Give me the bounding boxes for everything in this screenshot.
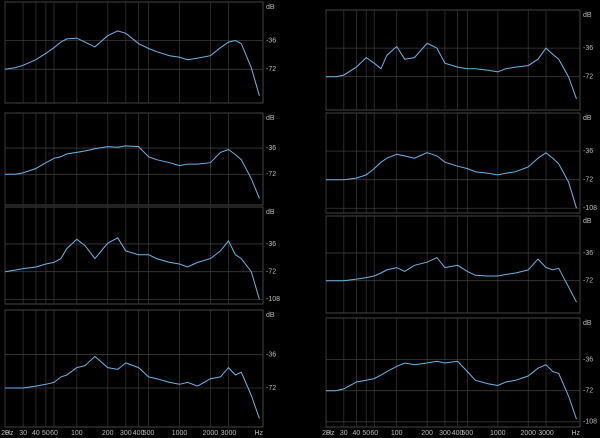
x-axis-label: Hz [254,430,263,437]
y-tick-label: -36 [266,145,276,152]
y-tick-label: -36 [266,37,276,44]
x-tick-label: 500 [143,430,155,437]
plot-frame [325,112,581,214]
x-tick-label: 60 [50,430,58,437]
x-axis-label: Hz [326,430,335,437]
y-tick-label: -108 [583,419,597,426]
spectrum-line [5,355,260,419]
y-tick-label: -36 [583,356,593,363]
x-tick-label: 1000 [490,430,506,437]
spectrum-line [326,360,577,420]
x-tick-label: 20 [1,430,9,437]
spectrum-line [4,30,260,96]
x-tick-label: 300 [439,430,451,437]
x-tick-label: 100 [71,430,83,437]
x-tick-label: 50 [362,430,370,437]
y-tick-label: -72 [266,66,276,73]
y-tick-label: -36 [266,351,276,358]
plot-frame [4,206,264,305]
x-tick-label: 3000 [538,430,554,437]
y-tick-label: -72 [583,278,593,285]
x-axis-label: Hz [5,430,14,437]
x-tick-label: 30 [340,430,348,437]
plot-frame [4,112,264,206]
x-tick-label: 2000 [520,430,536,437]
plot-frame [4,309,264,428]
x-tick-label: 40 [353,430,361,437]
x-tick-label: 30 [19,430,27,437]
y-tick-label: -72 [583,177,593,184]
y-tick-label: -36 [583,148,593,155]
x-tick-label: 40 [32,430,40,437]
x-tick-label: 400 [133,430,145,437]
y-tick-label: -72 [266,269,276,276]
y-tick-label: -108 [583,205,597,212]
y-tick-label: -36 [583,250,593,257]
x-tick-label: 2000 [203,430,219,437]
x-tick-label: 50 [42,430,50,437]
x-tick-label: 200 [421,430,433,437]
y-tick-label: -72 [266,385,276,392]
plot-frame [4,1,264,104]
y-axis-label: dB [266,209,275,216]
x-tick-label: 300 [120,430,132,437]
y-axis-label: dB [266,312,275,319]
spectrum-line [5,145,260,199]
x-tick-label: 400 [452,430,464,437]
x-tick-label: 60 [370,430,378,437]
y-tick-label: -108 [266,296,280,303]
spectrum-line [326,256,577,303]
y-axis-label: dB [583,218,592,225]
x-tick-label: 3000 [221,430,237,437]
spectrum-line [326,42,577,100]
x-tick-label: 20 [322,430,330,437]
y-axis-label: dB [266,115,275,122]
x-tick-label: 100 [391,430,403,437]
plot-frame [325,215,581,314]
x-tick-label: 200 [102,430,114,437]
y-tick-label: -72 [583,74,593,81]
spectrum-line [326,152,577,209]
spectrum-line [4,237,260,300]
y-tick-label: -36 [266,241,276,248]
y-axis-label: dB [583,320,592,327]
y-tick-label: -72 [583,388,593,395]
y-tick-label: -36 [583,45,593,52]
y-axis-label: dB [266,4,275,11]
plot-frame [325,317,581,428]
y-tick-label: -72 [266,171,276,178]
x-tick-label: 1000 [172,430,188,437]
y-axis-label: dB [583,12,592,19]
y-axis-label: dB [583,115,592,122]
x-tick-label: 500 [462,430,474,437]
x-axis-label: Hz [571,430,580,437]
